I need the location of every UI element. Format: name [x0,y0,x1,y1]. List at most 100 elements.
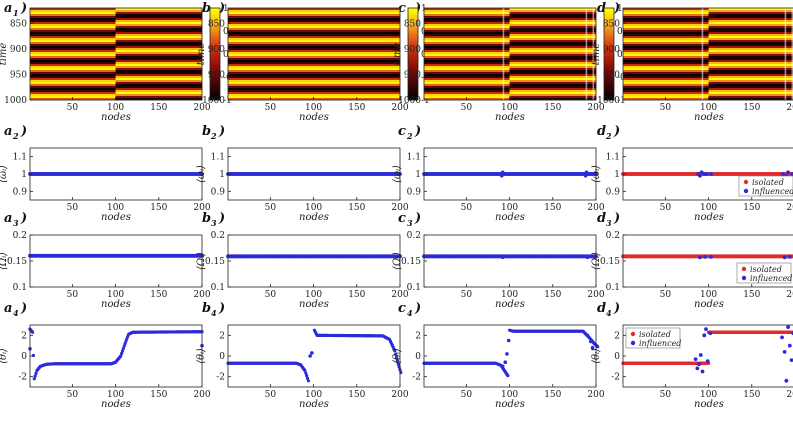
heatmap-cell [509,14,597,17]
heatmap-cell [708,30,793,33]
panel-label-letter: d [597,211,606,226]
heatmap-cell [115,68,203,71]
x-tick-label: 50 [265,203,277,213]
heatmap-cell [228,58,401,61]
heatmap-cell [509,38,597,41]
data-point [32,377,36,381]
x-tick-label: 100 [700,203,717,213]
panel-label-a4: a 4) [4,301,27,318]
y-axis-label: ⟨Ωᵢ⟩ [591,252,602,270]
colorbar-cell [408,74,418,78]
heatmap-cell [424,54,510,57]
x-axis-label: nodes [101,399,131,410]
data-point-influenced [697,362,701,367]
x-tick-label: 200 [193,390,210,400]
heatmap-cell [424,84,510,87]
x-tick-label: 50 [461,390,473,400]
heatmap-cell [115,12,203,15]
heatmap-cell [708,68,793,71]
panel-label-paren: ) [613,124,620,139]
x-axis-label: nodes [299,212,329,223]
heatmap-cell [424,8,510,11]
y-axis-label: ⟨Ωᵢ⟩ [196,252,207,270]
heatmap-cell [115,24,203,27]
heatmap-cell [228,18,401,21]
heatmap-cell [623,8,709,11]
colorbar-cell [604,12,614,16]
colorbar-cell [210,47,220,50]
colorbar-cell [604,74,614,78]
heatmap-cell [509,86,597,89]
data-point-influenced [709,172,714,176]
heatmap-cell [509,90,597,93]
colorbar-cell [210,35,220,39]
data-point-influenced [786,170,790,175]
x-tick-label: 50 [67,103,79,113]
colorbar-cell [210,90,220,94]
colorbar-cell [408,28,418,32]
colorbar-cell [210,67,220,71]
heatmap-cell [509,48,597,51]
data-point [122,344,126,348]
panel-label-index: 3 [13,218,19,228]
heatmap-cell [115,34,203,37]
x-tick-label: 100 [107,203,124,213]
heatmap-cell [115,66,203,69]
heatmap-cell [424,64,510,67]
colorbar-cell [210,49,220,53]
heatmap-cell [623,68,709,71]
colorbar-cell [604,28,614,32]
heatmap-cell [228,96,401,99]
legend-marker-influenced [741,275,747,281]
heatmap-cell [509,8,597,11]
colorbar-cell [210,51,220,55]
y-axis-label: time [392,43,403,66]
heatmap-cell [424,50,510,53]
data-point [31,353,36,358]
colorbar-cell [604,33,614,36]
x-tick-label: 150 [348,390,365,400]
colorbar-cell [210,83,220,87]
heatmap-cell [708,46,793,49]
y-tick-label: 1.1 [606,153,620,163]
y-tick-label: 0.9 [606,187,621,197]
heatmap-cell [623,78,709,81]
heatmap-cell [115,56,203,59]
heatmap-cell [708,18,793,21]
panel-label-index: 3 [407,218,413,228]
y-tick-label: 850 [404,19,421,29]
heatmap-cell [509,22,597,25]
data-point-influenced [786,325,790,329]
heatmap-cell [708,44,793,47]
heatmap-cell [424,28,510,31]
data-point-influenced [789,358,793,363]
x-axis-label: nodes [495,299,525,310]
axes-frame [423,324,597,388]
heatmap-cell [623,96,709,99]
y-axis-label: ⟨ωᵢ⟩ [0,165,9,183]
heatmap-cell [708,14,793,17]
colorbar-cell [210,42,220,46]
y-tick-label: 950 [603,70,620,80]
data-point [506,374,510,378]
data-point-outlier [503,360,508,365]
heatmap-cell [228,34,401,37]
heatmap-cell [115,20,203,23]
x-tick-label: 200 [193,290,210,300]
heatmap-cell [623,14,709,17]
x-tick-label: 200 [587,203,604,213]
x-tick-label: 100 [107,390,124,400]
colorbar-cell [604,47,614,50]
heatmap-cell [30,24,116,27]
heatmap-cell [623,76,709,79]
heatmap-defect-column [784,8,787,100]
colorbar-cell [408,56,418,59]
heatmap-cell [708,58,793,61]
heatmap-cell [509,10,597,13]
heatmap-cell [228,98,401,101]
colorbar-cell [408,10,418,13]
axes-c3: 50 100 150 200 0.2 0.15 0.1 nodes ⟨Ωᵢ⟩ [392,231,605,310]
heatmap-cell [228,54,401,57]
colorbar-cell [408,49,418,53]
heatmap-cell [115,46,203,49]
